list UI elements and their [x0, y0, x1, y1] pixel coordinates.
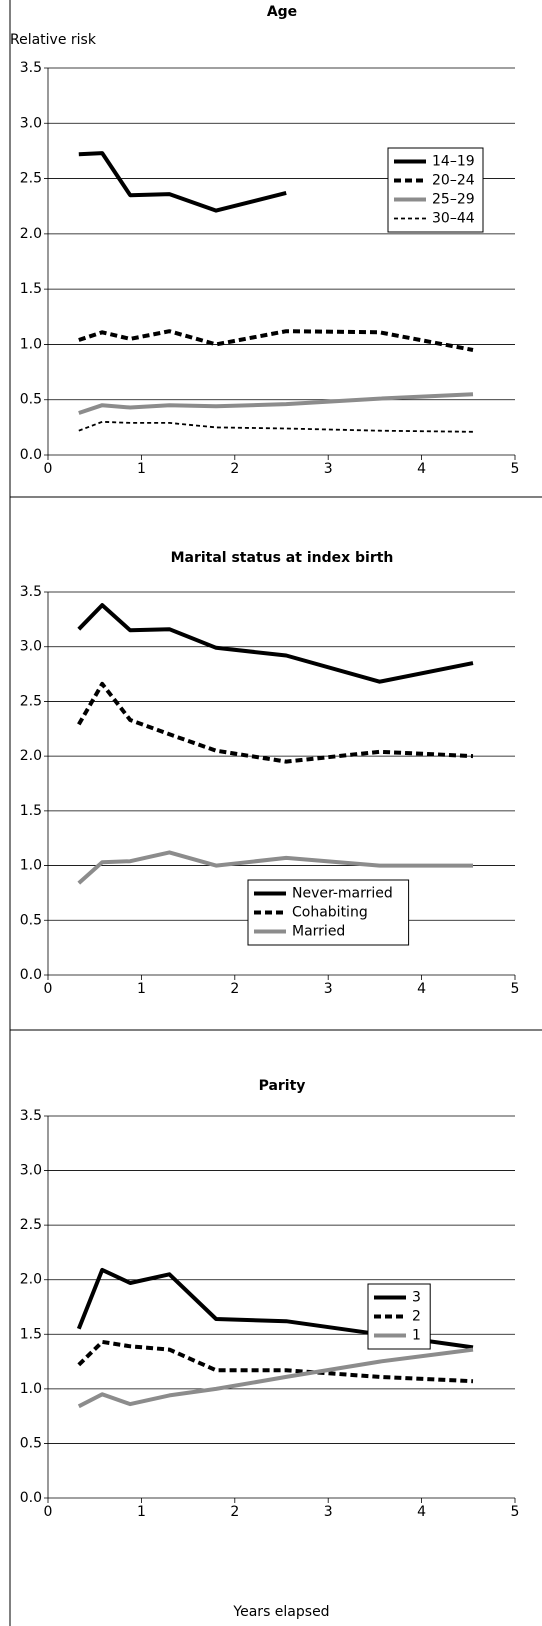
legend-label: Cohabiting — [292, 905, 368, 921]
y-tick-label: 2.5 — [20, 1217, 42, 1233]
y-tick-label: 2.0 — [20, 226, 42, 242]
legend-label: 1 — [412, 1328, 421, 1344]
x-tick-label: 3 — [324, 1504, 333, 1520]
legend-label: 20–24 — [432, 173, 475, 189]
y-tick-label: 2.5 — [20, 171, 42, 187]
x-axis-label: Years elapsed — [232, 1604, 329, 1620]
legend: 3 2 1 — [367, 1283, 431, 1350]
legend-label: 2 — [412, 1309, 421, 1325]
x-tick-label: 2 — [230, 981, 239, 997]
legend-label: 25–29 — [432, 192, 475, 208]
x-tick-label: 5 — [511, 981, 520, 997]
series-line — [78, 151, 287, 213]
x-tick-label: 0 — [44, 981, 53, 997]
y-tick-label: 0.0 — [20, 967, 42, 983]
series-line — [77, 1347, 474, 1409]
x-tick-label: 0 — [44, 1504, 53, 1520]
legend-label: 14–19 — [432, 154, 475, 170]
series-line — [77, 1339, 474, 1384]
y-tick-label: 1.5 — [20, 1326, 42, 1342]
x-tick-label: 3 — [324, 981, 333, 997]
y-tick-label: 3.5 — [20, 584, 42, 600]
x-tick-label: 1 — [137, 1504, 146, 1520]
x-tick-label: 4 — [417, 1504, 426, 1520]
y-tick-label: 1.0 — [20, 336, 42, 352]
series-line — [78, 329, 474, 352]
y-tick-label: 0.5 — [20, 1435, 42, 1451]
legend-box — [247, 879, 410, 946]
y-tick-label: 0.0 — [20, 1490, 42, 1506]
x-tick-label: 2 — [230, 1504, 239, 1520]
y-tick-label: 3.0 — [20, 1163, 42, 1179]
legend-label: 3 — [412, 1290, 421, 1306]
series-line — [77, 850, 473, 885]
y-axis-label: Relative risk — [10, 32, 97, 48]
series-line — [76, 1267, 474, 1350]
legend-label: Married — [292, 924, 345, 940]
y-tick-label: 0.5 — [20, 392, 42, 408]
series-line — [77, 603, 474, 684]
x-tick-label: 5 — [511, 1504, 520, 1520]
series-line — [78, 420, 474, 433]
x-tick-label: 1 — [137, 461, 146, 477]
legend: 14–19 20–24 25–29 30–44 — [387, 147, 484, 233]
x-tick-label: 5 — [511, 461, 520, 477]
y-tick-label: 3.0 — [20, 639, 42, 655]
legend-label: Never-married — [292, 886, 393, 902]
y-tick-label: 1.5 — [20, 803, 42, 819]
y-tick-label: 3.5 — [20, 60, 42, 76]
x-tick-label: 4 — [417, 981, 426, 997]
y-tick-label: 3.0 — [20, 115, 42, 131]
y-tick-label: 2.5 — [20, 693, 42, 709]
y-tick-label: 2.0 — [20, 1272, 42, 1288]
y-tick-label: 1.0 — [20, 1381, 42, 1397]
y-tick-label: 0.5 — [20, 912, 42, 928]
legend-label: 30–44 — [432, 211, 475, 227]
series-line — [78, 392, 474, 415]
x-tick-label: 1 — [137, 981, 146, 997]
y-tick-label: 1.5 — [20, 281, 42, 297]
chart-title: Parity — [259, 1078, 306, 1094]
y-tick-label: 0.0 — [20, 447, 42, 463]
x-tick-label: 2 — [230, 461, 239, 477]
x-tick-label: 3 — [324, 461, 333, 477]
chart-title: Age — [267, 4, 297, 20]
x-tick-label: 4 — [417, 461, 426, 477]
x-tick-label: 0 — [44, 461, 53, 477]
chart-title: Marital status at index birth — [171, 550, 394, 566]
y-tick-label: 3.5 — [20, 1108, 42, 1124]
series-line — [77, 681, 474, 764]
y-tick-label: 1.0 — [20, 858, 42, 874]
legend: Never-married Cohabiting Married — [247, 879, 410, 946]
y-tick-label: 2.0 — [20, 748, 42, 764]
